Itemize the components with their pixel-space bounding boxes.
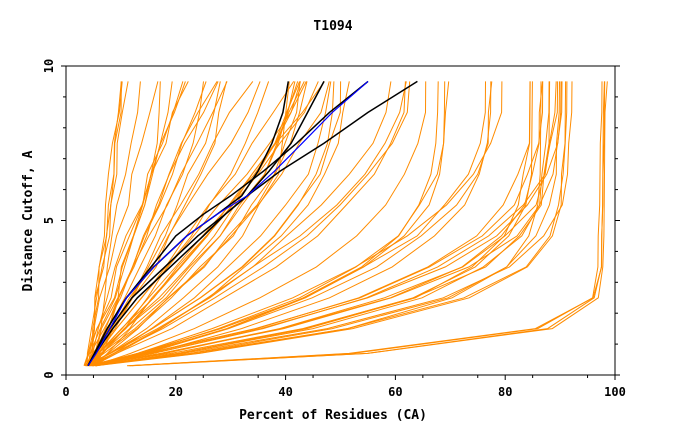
background-series-line-36 <box>86 81 308 367</box>
background-series-line-41 <box>92 81 392 367</box>
background-series-line-28 <box>88 81 219 366</box>
chart-title: T1094 <box>313 19 352 34</box>
y-axis-label: Distance Cutoff, A <box>21 150 36 291</box>
background-series-line-3 <box>91 81 122 366</box>
highlight-series-line-0 <box>87 80 369 367</box>
background-series-line-24 <box>83 81 161 366</box>
background-series-line-9 <box>91 81 270 367</box>
background-series-line-52 <box>89 81 544 367</box>
background-series-line-60 <box>95 81 567 367</box>
background-series-group <box>83 81 608 367</box>
background-series-line-16 <box>92 81 330 367</box>
x-tick-label-60: 60 <box>388 385 402 399</box>
highlight-series-group <box>87 80 418 367</box>
background-series-line-30 <box>90 81 411 367</box>
background-series-line-48 <box>94 81 446 367</box>
background-series-line-20 <box>93 81 221 366</box>
background-series-line-65 <box>92 81 533 367</box>
background-series-line-44 <box>95 81 493 367</box>
background-series-line-35 <box>86 81 301 367</box>
background-series-line-63 <box>92 81 559 367</box>
background-series-line-58 <box>95 81 550 367</box>
background-series-line-32 <box>87 81 296 367</box>
background-series-line-54 <box>90 81 557 367</box>
highlight-series-line-3 <box>87 80 418 367</box>
background-series-line-59 <box>88 81 563 367</box>
background-series-line-49 <box>95 81 492 367</box>
background-series-line-2 <box>86 81 129 366</box>
background-series-line-27 <box>83 81 159 366</box>
background-series-line-69 <box>130 81 603 367</box>
background-series-line-62 <box>92 81 573 367</box>
background-series-line-40 <box>84 81 335 367</box>
background-series-line-34 <box>87 81 290 367</box>
background-series-line-38 <box>93 81 406 367</box>
background-series-line-22 <box>86 81 186 366</box>
background-series-line-46 <box>93 81 503 367</box>
x-tick-label-0: 0 <box>62 385 69 399</box>
background-series-line-45 <box>93 81 427 367</box>
background-series-line-67 <box>126 81 608 367</box>
background-series-line-25 <box>94 81 141 366</box>
highlight-series-line-4 <box>87 80 369 367</box>
background-series-line-64 <box>91 81 542 367</box>
background-series-line-8 <box>87 81 218 366</box>
x-tick-label-80: 80 <box>498 385 512 399</box>
background-series-line-39 <box>87 81 407 367</box>
y-tick-label-0: 0 <box>42 371 56 378</box>
background-series-line-50 <box>85 81 551 367</box>
background-series-line-55 <box>95 81 560 367</box>
y-tick-label-5: 5 <box>42 217 56 224</box>
background-series-line-26 <box>86 81 184 366</box>
x-tick-label-100: 100 <box>604 385 626 399</box>
background-series-line-47 <box>96 81 439 367</box>
x-axis-label: Percent of Residues (CA) <box>239 408 427 423</box>
x-tick-label-20: 20 <box>169 385 183 399</box>
axes-group: 0 20 40 60 80 100 0 5 10 <box>42 59 626 399</box>
y-tick-label-10: 10 <box>42 59 56 73</box>
x-tick-label-40: 40 <box>278 385 292 399</box>
